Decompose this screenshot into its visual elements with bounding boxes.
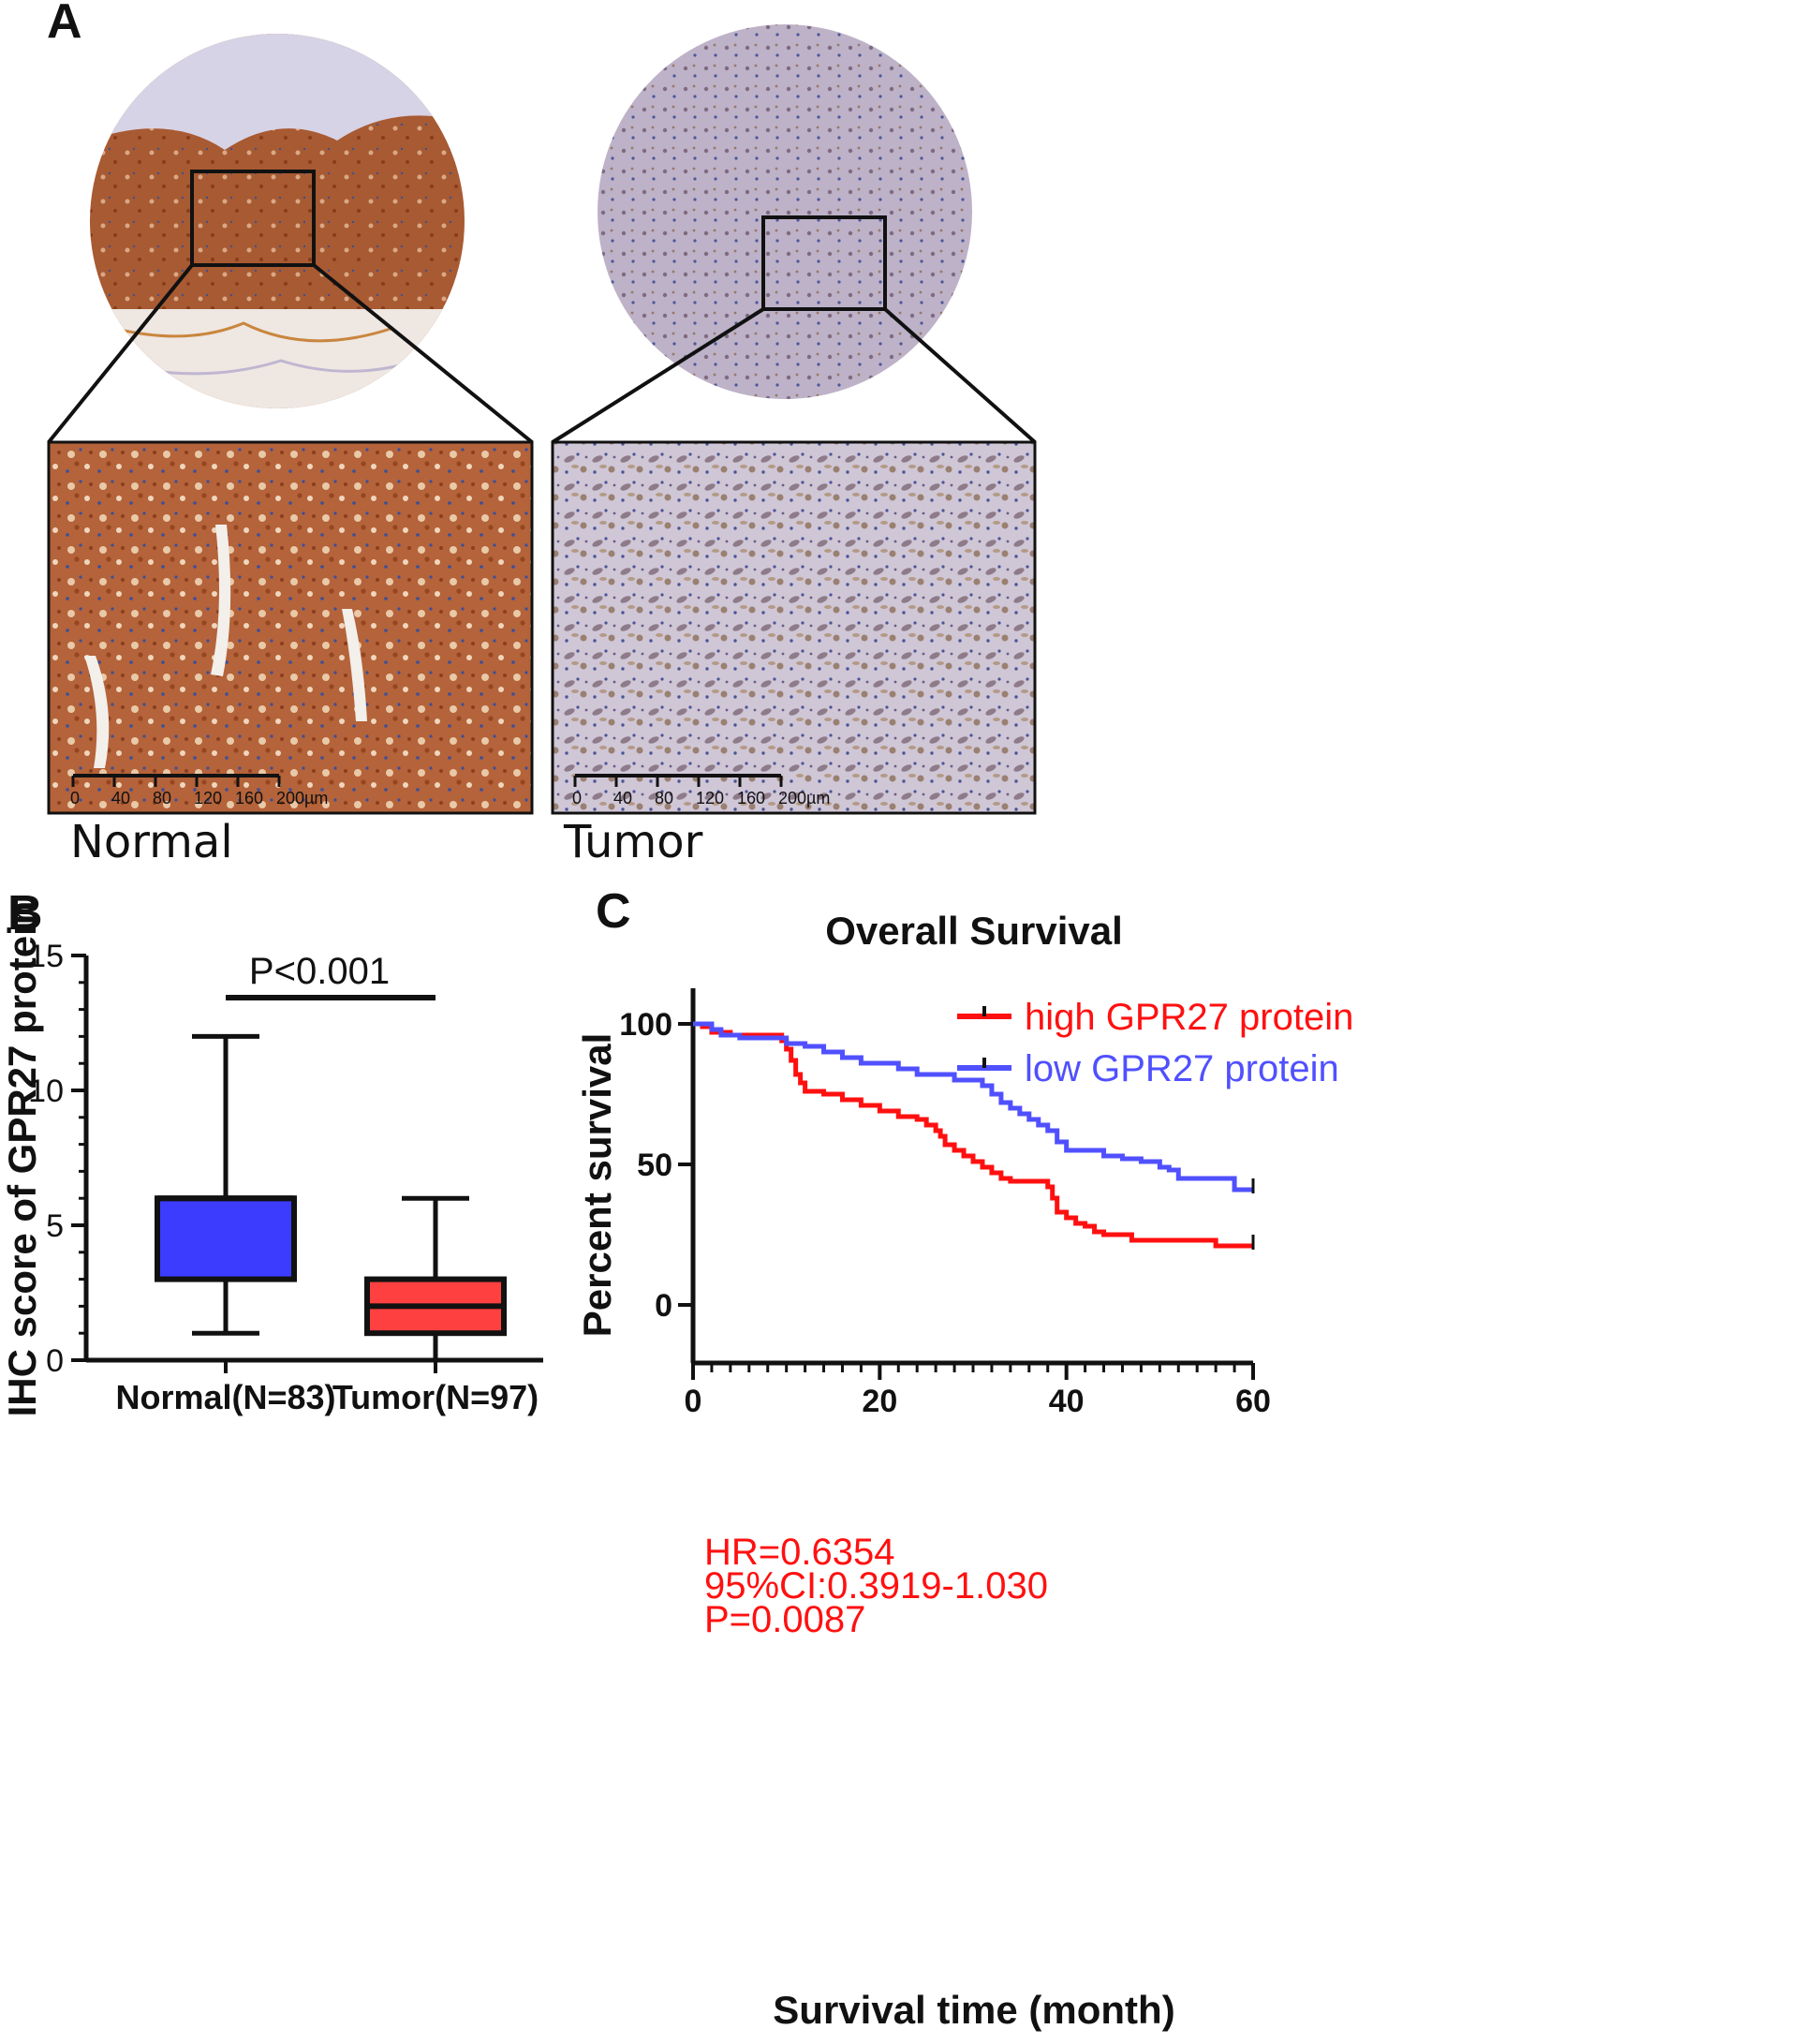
c-x-axis-label: Survival time (month) [773, 1988, 1174, 2032]
scalebar-tick-label: 120 [696, 789, 724, 807]
panel-c: C Overall Survival Percent survival Surv… [575, 884, 1353, 2032]
scalebar-tick-label: 160 [737, 789, 765, 807]
tumor-tissue-core-image [598, 24, 972, 399]
normal-zoom-line-left [47, 263, 194, 444]
normal-tissue-core-image [90, 34, 465, 408]
legend-low-label: low GPR27 protein [1025, 1048, 1339, 1089]
tumor-scalebar: 0 40 80 120 160 200µm [572, 774, 830, 807]
series-low [693, 1021, 1253, 1192]
scalebar-tick-label: 160 [235, 789, 263, 807]
panel-b: B IHC score of GPR27 protein 0 5 10 15 Norma… [0, 886, 543, 1416]
scalebar-tick-label: 80 [655, 789, 673, 807]
c-y-axis-label: Percent survival [575, 1033, 619, 1338]
c-x-tick-label: 20 [862, 1384, 897, 1419]
b-pvalue-annotation: P<0.001 [249, 951, 390, 992]
c-ci-text: 95%CI:0.3919-1.030 [704, 1565, 1048, 1607]
normal-zoom-box [190, 170, 316, 267]
panel-a-label: A [47, 0, 82, 49]
c-y-tick-label: 50 [637, 1148, 672, 1183]
c-x-tick-label: 40 [1049, 1384, 1085, 1419]
c-legend: high GPR27 protein low GPR27 protein [957, 997, 1353, 1089]
b-x-tick-label: Normal(N=83) [115, 1378, 335, 1416]
tumor-zoom-line-right [883, 307, 1037, 444]
scalebar-tick-label: 80 [153, 789, 171, 807]
tumor-caption: Tumor [563, 816, 703, 868]
scalebar-tick-label: 40 [111, 789, 130, 807]
normal-scalebar: 0 40 80 120 160 200µm [70, 774, 328, 807]
scalebar-tick-label: 0 [70, 789, 80, 807]
b-y-tick-label: 10 [28, 1074, 64, 1109]
b-y-tick-label: 15 [28, 939, 64, 974]
normal-caption: Normal [70, 816, 233, 868]
series-high [693, 1021, 1253, 1249]
c-p-text: P=0.0087 [704, 1599, 865, 1640]
panel-c-label: C [596, 884, 631, 939]
scalebar-tick-label: 0 [572, 789, 582, 807]
legend-high-label: high GPR27 protein [1025, 997, 1353, 1038]
c-chart-title: Overall Survival [825, 909, 1123, 953]
b-y-axis-label: IHC score of GPR27 protein [0, 901, 44, 1417]
c-hr-text: HR=0.6354 [704, 1532, 894, 1573]
c-y-tick-label: 0 [655, 1288, 672, 1324]
tumor-zoom-line-left [551, 307, 765, 444]
normal-zoom-line-right [312, 263, 534, 444]
scalebar-tick-label: 120 [194, 789, 222, 807]
c-x-tick-label: 60 [1235, 1384, 1271, 1419]
normal-magnified-image: 0 40 80 120 160 200µm [47, 440, 534, 815]
panel-a: A [47, 0, 1037, 868]
c-stats-annotation: HR=0.6354 95%CI:0.3919-1.030 P=0.0087 [704, 1532, 1048, 1640]
tumor-magnified-image: 0 40 80 120 160 200µm [551, 440, 1037, 815]
b-y-tick-label: 5 [46, 1208, 64, 1244]
c-y-tick-label: 100 [619, 1007, 672, 1043]
box-plot: 0 5 10 15 Normal(N=83)Tumor(N=97) [28, 939, 543, 1416]
tumor-zoom-box [761, 215, 887, 311]
scalebar-tick-label: 200µm [276, 789, 328, 807]
b-x-tick-label: Tumor(N=97) [332, 1378, 539, 1416]
box-normal [155, 1195, 297, 1282]
survival-plot: 0 50 100 0 20 40 60 [619, 988, 1271, 1419]
panel-b-label: B [7, 886, 43, 941]
c-x-tick-label: 0 [685, 1384, 702, 1419]
b-y-tick-label: 0 [46, 1343, 64, 1379]
scalebar-tick-label: 200µm [778, 789, 830, 807]
scalebar-tick-label: 40 [613, 789, 632, 807]
